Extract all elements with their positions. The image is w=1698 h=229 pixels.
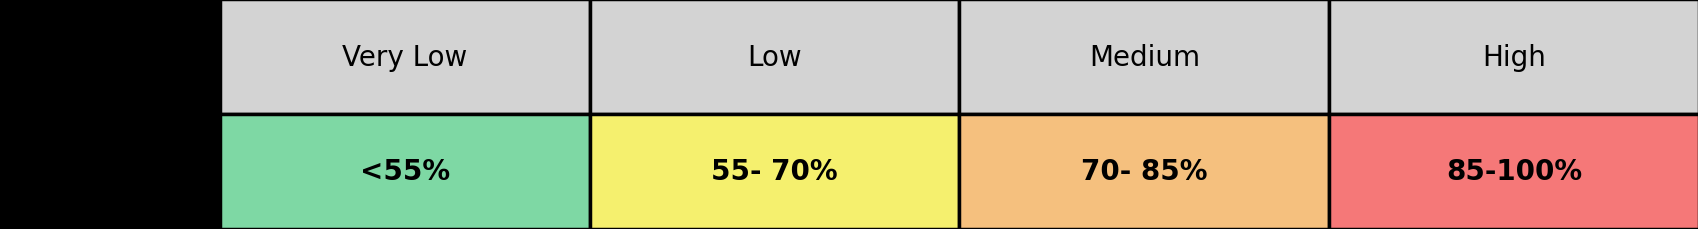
Text: High: High: [1481, 43, 1545, 71]
Text: <55%: <55%: [360, 158, 450, 186]
Bar: [589, 114, 959, 229]
Text: Low: Low: [747, 43, 801, 71]
Bar: [589, 0, 959, 114]
Bar: [1328, 114, 1698, 229]
Text: 70- 85%: 70- 85%: [1080, 158, 1207, 186]
Bar: [1328, 0, 1698, 114]
Bar: [959, 114, 1328, 229]
Text: 85-100%: 85-100%: [1445, 158, 1581, 186]
Text: Very Low: Very Low: [341, 43, 467, 71]
Text: 55- 70%: 55- 70%: [711, 158, 837, 186]
Bar: [959, 0, 1328, 114]
Text: Medium: Medium: [1088, 43, 1199, 71]
Bar: [219, 0, 589, 114]
Bar: [219, 114, 589, 229]
